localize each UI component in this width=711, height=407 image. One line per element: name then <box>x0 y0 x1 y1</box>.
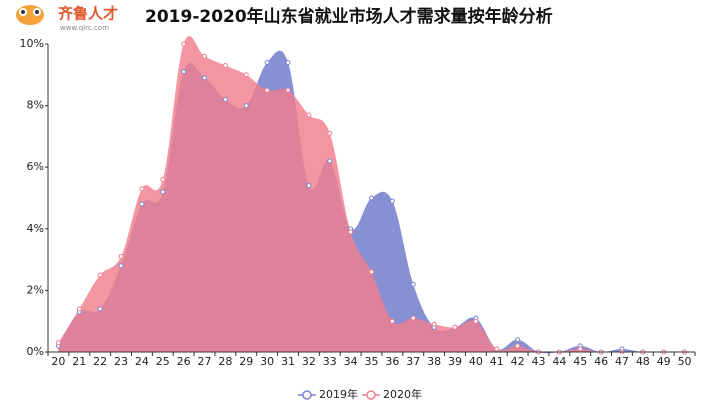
data-point <box>243 72 249 78</box>
data-point <box>577 346 583 352</box>
data-point <box>327 130 333 136</box>
data-point <box>202 75 208 81</box>
legend-label: 2019年 <box>319 387 358 401</box>
x-tick-label: 24 <box>135 355 149 368</box>
x-tick-label: 31 <box>281 355 295 368</box>
data-point <box>181 69 187 75</box>
logo-pupil <box>21 10 25 14</box>
x-tick-label: 45 <box>573 355 587 368</box>
data-point <box>202 53 208 59</box>
y-tick-label: 0% <box>27 345 44 358</box>
logo-pupil <box>35 10 39 14</box>
x-tick-label: 43 <box>531 355 545 368</box>
x-tick-label: 42 <box>511 355 525 368</box>
data-point <box>97 272 103 278</box>
x-tick-label: 33 <box>323 355 337 368</box>
data-point <box>55 340 61 346</box>
legend-label: 2020年 <box>383 387 422 401</box>
legend-marker <box>366 390 376 400</box>
x-tick-label: 47 <box>615 355 629 368</box>
x-tick-label: 34 <box>344 355 358 368</box>
data-point <box>452 324 458 330</box>
x-tick-label: 36 <box>385 355 399 368</box>
data-point <box>515 337 521 343</box>
data-point <box>139 186 145 192</box>
x-tick-label: 48 <box>636 355 650 368</box>
y-tick-label: 6% <box>27 160 44 173</box>
x-tick-label: 22 <box>93 355 107 368</box>
data-point <box>306 183 312 189</box>
data-point <box>410 281 416 287</box>
x-tick-label: 49 <box>657 355 671 368</box>
x-tick-label: 28 <box>218 355 232 368</box>
data-point <box>369 195 374 201</box>
x-tick-label: 46 <box>594 355 608 368</box>
x-tick-label: 44 <box>552 355 566 368</box>
logo: 齐鲁人才 www.qlrc.com <box>16 5 118 32</box>
data-point <box>222 63 228 69</box>
data-point <box>494 346 500 352</box>
data-point <box>243 103 249 109</box>
data-point <box>118 263 124 269</box>
x-tick-label: 21 <box>72 355 86 368</box>
legend-marker <box>302 390 312 400</box>
x-tick-label: 25 <box>156 355 170 368</box>
data-point <box>264 59 270 65</box>
x-tick-label: 20 <box>51 355 65 368</box>
logo-url: www.qlrc.com <box>60 24 109 32</box>
data-point <box>285 59 291 65</box>
data-point <box>327 158 333 164</box>
data-point <box>285 87 291 93</box>
area <box>58 36 685 353</box>
x-tick-label: 26 <box>177 355 191 368</box>
data-point <box>515 343 521 349</box>
data-point <box>139 201 145 207</box>
data-point <box>118 254 124 260</box>
x-tick-label: 30 <box>260 355 274 368</box>
x-tick-label: 35 <box>365 355 379 368</box>
data-point <box>389 198 395 204</box>
x-tick-label: 23 <box>114 355 128 368</box>
data-point <box>97 306 103 312</box>
data-point <box>76 306 82 312</box>
x-tick-label: 50 <box>678 355 692 368</box>
x-tick-label: 27 <box>198 355 212 368</box>
data-point <box>369 269 374 275</box>
x-tick-label: 32 <box>302 355 316 368</box>
data-point <box>160 177 166 183</box>
x-tick-label: 37 <box>406 355 420 368</box>
data-point <box>389 318 395 324</box>
x-tick-label: 40 <box>469 355 483 368</box>
x-tick-label: 41 <box>490 355 504 368</box>
x-tick-label: 38 <box>427 355 441 368</box>
y-tick-label: 10% <box>20 37 44 50</box>
x-tick-label: 39 <box>448 355 462 368</box>
x-tick-label: 29 <box>239 355 253 368</box>
data-point <box>473 318 479 324</box>
data-point <box>431 321 437 327</box>
y-tick-label: 2% <box>27 283 44 296</box>
chart-title: 2019-2020年山东省就业市场人才需求量按年龄分析 <box>145 6 553 27</box>
y-tick-label: 8% <box>27 99 44 112</box>
logo-icon <box>16 5 44 25</box>
data-point <box>264 87 270 93</box>
data-point <box>181 41 187 47</box>
data-point <box>306 112 312 118</box>
data-point <box>160 189 166 195</box>
y-tick-label: 4% <box>27 222 44 235</box>
data-point <box>222 96 228 102</box>
data-point <box>348 229 354 235</box>
logo-name: 齐鲁人才 <box>58 5 118 23</box>
data-point <box>410 315 416 321</box>
